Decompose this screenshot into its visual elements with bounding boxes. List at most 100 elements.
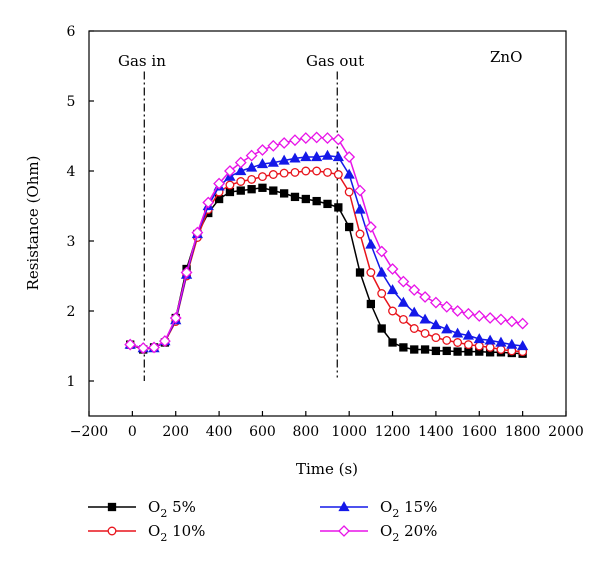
data-point xyxy=(354,184,366,197)
data-point xyxy=(419,291,431,303)
data-point xyxy=(202,196,215,209)
data-point xyxy=(332,151,344,162)
data-point xyxy=(420,328,430,338)
data-point xyxy=(279,168,289,178)
series-3 xyxy=(124,149,529,353)
series-4 xyxy=(124,131,529,355)
legend-item: O2 5% xyxy=(88,498,196,520)
data-point xyxy=(463,340,473,350)
data-point xyxy=(442,346,451,356)
x-tick-label: −200 xyxy=(70,424,108,440)
data-point xyxy=(388,306,397,316)
data-point xyxy=(462,329,475,340)
data-point xyxy=(290,192,300,202)
data-point xyxy=(278,137,291,149)
x-tick-label: 400 xyxy=(206,424,233,440)
data-point xyxy=(301,194,310,204)
data-point xyxy=(375,245,388,258)
data-point xyxy=(419,313,431,324)
data-point xyxy=(355,268,365,277)
data-point xyxy=(247,174,257,184)
data-point xyxy=(473,333,485,344)
data-point xyxy=(343,151,356,163)
data-point xyxy=(224,165,236,177)
data-point xyxy=(376,266,388,277)
data-point xyxy=(300,151,312,162)
data-point xyxy=(290,167,300,177)
data-point xyxy=(440,300,453,313)
y-tick-label: 3 xyxy=(67,234,76,250)
legend-item: O2 20% xyxy=(320,522,437,544)
y-tick-label: 1 xyxy=(67,374,76,390)
legend-item: O2 10% xyxy=(88,522,205,544)
data-point xyxy=(441,323,453,334)
data-point xyxy=(473,309,486,322)
data-point xyxy=(301,166,311,176)
data-point xyxy=(484,334,496,345)
data-point xyxy=(442,335,452,345)
data-point xyxy=(279,189,289,198)
data-point xyxy=(323,199,332,209)
x-tick-label: 800 xyxy=(292,424,319,440)
legend: O2 5%O2 10% O2 15%O2 20% xyxy=(88,498,437,544)
data-point xyxy=(278,154,290,165)
data-point xyxy=(269,186,278,195)
data-point xyxy=(506,338,518,349)
data-point xyxy=(321,149,334,160)
data-point xyxy=(485,342,495,352)
x-axis-ticks: −200 0 200 400 600 800 1000 1200 1400 1600 1800 200… xyxy=(70,411,584,440)
data-point xyxy=(312,166,322,176)
y-axis-label: Resistance (Ohm) xyxy=(24,156,42,291)
data-point xyxy=(464,347,473,356)
material-annotation: ZnO xyxy=(490,48,522,66)
legend-label: O2 15% xyxy=(380,498,437,520)
data-point xyxy=(386,263,399,275)
series-layer xyxy=(124,131,529,358)
data-point xyxy=(517,340,529,351)
data-point xyxy=(180,266,193,279)
data-point xyxy=(365,238,377,249)
x-tick-label: 1600 xyxy=(461,424,497,440)
data-point xyxy=(355,229,365,239)
data-point xyxy=(310,131,323,144)
data-point xyxy=(431,346,441,356)
data-point xyxy=(397,296,409,307)
gas-out-annotation: Gas out xyxy=(306,52,364,70)
data-point xyxy=(333,170,343,179)
data-point xyxy=(267,139,280,152)
data-point xyxy=(451,327,464,338)
data-point xyxy=(409,324,419,333)
data-point xyxy=(366,268,376,277)
data-point xyxy=(377,289,387,298)
data-point xyxy=(462,307,475,320)
data-point xyxy=(267,156,279,167)
legend-item: O2 15% xyxy=(320,498,437,520)
data-point xyxy=(236,177,246,186)
legend-marker xyxy=(338,501,350,512)
data-point xyxy=(191,226,204,239)
x-tick-label: 1000 xyxy=(331,424,367,440)
data-point xyxy=(312,196,321,206)
data-point xyxy=(213,177,226,190)
x-axis-label: Time (s) xyxy=(296,460,358,478)
data-point xyxy=(256,158,269,169)
data-point xyxy=(158,335,171,348)
data-point xyxy=(408,306,420,317)
data-point xyxy=(148,341,160,354)
x-tick-label: 1400 xyxy=(418,424,454,440)
data-point xyxy=(289,134,301,147)
x-tick-label: 1200 xyxy=(375,424,411,440)
y-axis-ticks: 1 2 3 4 5 6 xyxy=(67,24,94,390)
y-tick-label: 2 xyxy=(67,304,76,320)
data-point xyxy=(397,275,410,288)
data-point xyxy=(245,149,258,162)
data-point xyxy=(311,151,323,162)
data-point xyxy=(354,203,366,214)
y-tick-label: 5 xyxy=(67,94,76,110)
data-point xyxy=(332,133,345,146)
data-point xyxy=(388,338,397,347)
data-point xyxy=(451,305,464,317)
data-point xyxy=(453,347,462,356)
data-point xyxy=(169,312,182,324)
